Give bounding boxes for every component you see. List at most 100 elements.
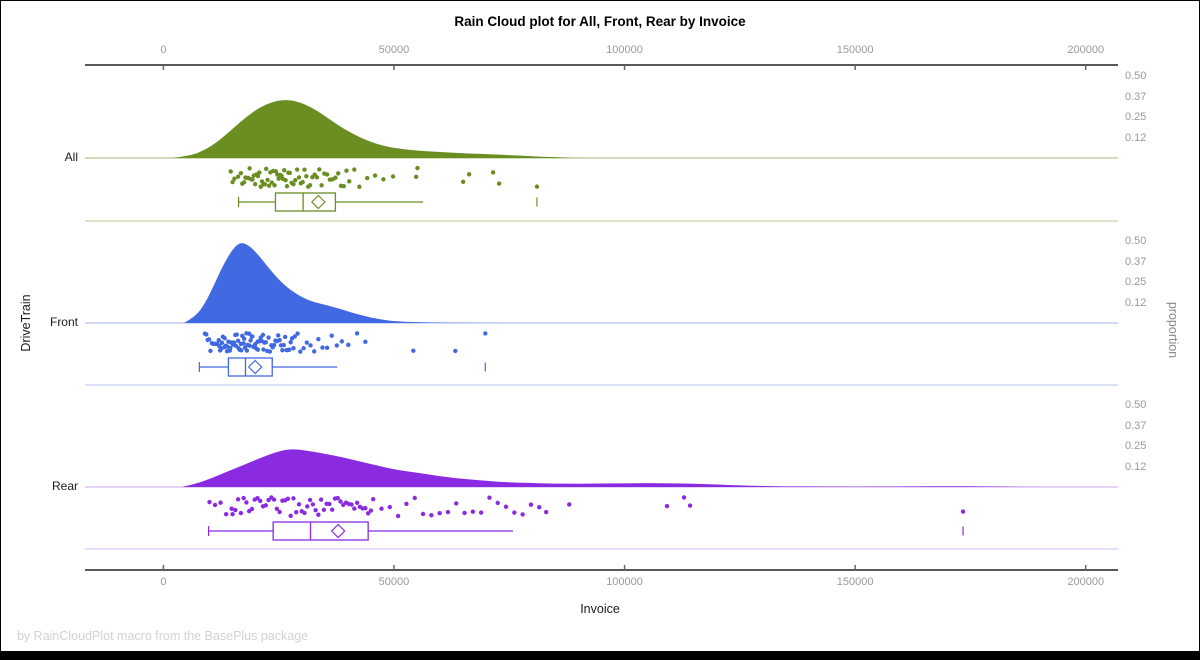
rain-point-all [344,168,349,173]
proportion-tick-label: 0.50 [1125,235,1147,247]
rain-point-all [250,177,255,182]
proportion-tick-label: 0.37 [1125,420,1147,433]
top-x-tick-label: 200000 [1067,44,1105,56]
rain-point-front [339,339,345,344]
rain-point-front [295,331,300,336]
rain-point-front [247,343,252,348]
rain-point-front [292,334,298,339]
rain-point-rear [291,496,296,501]
rain-point-rear [478,510,484,515]
rain-point-all [252,181,258,187]
rain-point-rear [528,502,534,507]
rain-point-rear [285,496,291,502]
rain-point-all [287,170,292,176]
rain-point-front [281,342,286,348]
rain-point-all [282,167,287,173]
mean-diamond [310,194,326,210]
rain-point-rear [318,497,324,502]
rain-point-rear [387,504,393,510]
rain-point-front [234,332,239,337]
rain-point-rear [233,507,238,513]
rain-point-rear [470,509,476,514]
rain-point-front [298,349,303,354]
rain-point-front [246,331,252,336]
rain-point-rear [329,507,335,512]
rain-point-all [534,184,540,189]
rain-point-front [363,339,368,344]
rain-point-front [250,334,255,339]
bottom-x-tick-label: 100000 [606,576,643,588]
rain-point-front [206,337,212,342]
rain-point-front [241,336,247,341]
rain-point-rear [368,508,374,513]
rain-point-front [304,340,310,345]
rain-point-rear [218,500,223,505]
rain-point-rear [316,512,321,517]
rain-point-front [219,340,225,345]
density-cloud-all [172,100,588,158]
rain-point-all [357,184,362,189]
rain-point-rear [288,513,293,519]
proportion-tick-label: 0.50 [1125,70,1147,82]
rain-point-rear [681,495,687,500]
rain-point-rear [296,502,302,507]
rain-point-front [329,333,334,338]
rain-point-all [390,174,396,179]
rain-point-rear [520,512,525,517]
rain-point-front [291,346,296,351]
rain-point-rear [363,506,368,511]
rain-point-front [320,345,325,350]
rain-point-rear [365,511,371,516]
rain-point-all [265,177,270,183]
rain-point-rear [271,497,277,502]
rain-point-front [316,336,321,342]
rain-point-all [296,175,302,180]
rain-point-rear [352,506,357,511]
rain-point-all [241,180,247,185]
mean-diamond [247,359,263,375]
rain-point-all [272,183,277,188]
bottom-x-tick-label: 150000 [836,576,874,588]
density-cloud-front [184,243,510,323]
rain-point-all [283,177,288,183]
rain-point-front [252,342,258,347]
rain-point-all [347,179,352,184]
rain-point-all [230,179,235,185]
proportion-tick-label: 0.50 [1125,399,1147,411]
rain-point-rear [277,509,282,515]
rain-point-rear [321,507,327,512]
rain-point-all [490,170,496,175]
rain-point-all [460,179,466,185]
rain-point-all [257,170,262,175]
rain-point-all [266,183,272,188]
rain-point-rear [305,504,310,509]
rain-point-all [307,183,313,188]
mean-diamond [330,523,346,539]
top-x-tick-label: 150000 [836,44,874,56]
rain-point-rear [241,495,246,501]
rain-point-all [372,173,378,178]
rain-point-rear [412,495,417,501]
top-x-tick-label: 100000 [606,44,643,56]
rain-point-rear [235,497,241,502]
rain-point-front [287,347,292,352]
rain-point-all [324,172,330,177]
bottom-bar [0,651,1200,660]
proportion-tick-label: 0.25 [1125,439,1147,452]
bottom-x-tick-label: 50000 [378,576,410,588]
rain-point-front [280,347,285,353]
rain-point-all [228,169,233,174]
rain-point-all [269,180,274,185]
rain-point-front [288,340,293,345]
rain-point-front [261,347,266,352]
rain-point-front [334,343,339,348]
rain-point-all [300,179,305,185]
proportion-tick-label: 0.37 [1125,256,1147,269]
rain-point-all [496,181,502,186]
rain-point-all [304,174,309,179]
rain-point-rear [230,512,235,517]
rain-point-all [238,170,244,176]
rain-point-rear [567,502,572,507]
rain-point-rear [512,510,517,515]
rain-point-front [222,336,227,341]
